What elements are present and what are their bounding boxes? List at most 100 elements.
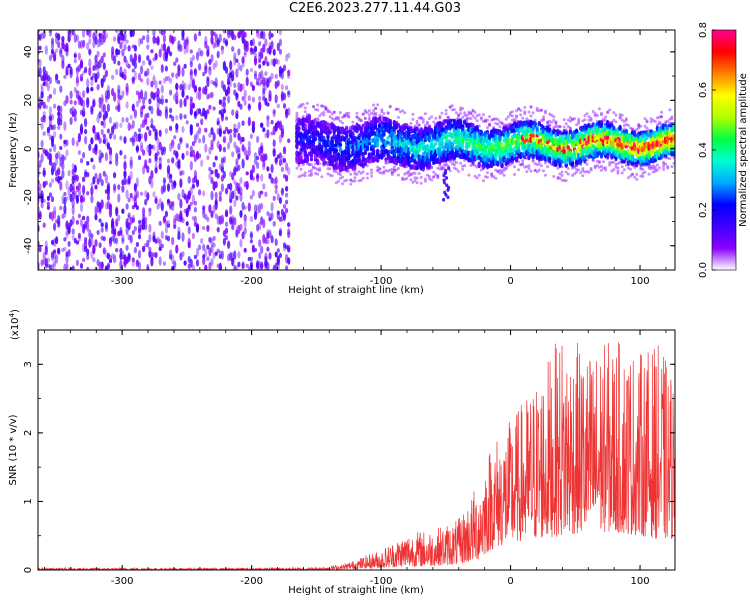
spectrogram-cell	[432, 175, 436, 179]
spectrogram-cell	[131, 257, 135, 263]
spectrogram-cell	[158, 109, 162, 117]
spectrogram-cell	[198, 189, 202, 196]
spectrogram-cell	[108, 208, 113, 218]
spectrogram-cell	[378, 116, 382, 122]
spectrogram-cell	[206, 76, 210, 82]
spectrogram-cell	[396, 173, 400, 177]
spectrogram-cell	[428, 175, 431, 178]
spectrogram-cell	[108, 160, 113, 165]
spectrogram-cell	[363, 109, 367, 112]
spectrogram-cell	[355, 115, 359, 119]
spectrogram-cell	[376, 103, 380, 107]
spectrogram-cell	[82, 152, 86, 159]
spectrogram-cell	[233, 56, 237, 66]
spectrogram-cell	[600, 113, 603, 117]
spectrogram-cell	[92, 99, 96, 108]
spectrogram-cell	[235, 110, 239, 116]
spectrogram-cell	[316, 117, 320, 122]
spectrogram-cell	[94, 184, 98, 190]
spectrogram-cell	[179, 178, 183, 188]
spectrogram-cell	[106, 128, 110, 134]
spectrogram-cell	[166, 220, 171, 226]
spectrogram-cell	[125, 189, 129, 199]
spectrogram-cell	[521, 159, 525, 163]
spectrogram-cell	[463, 164, 467, 168]
spectrogram-cell	[63, 204, 67, 215]
spectrogram-cell	[127, 175, 131, 184]
spectrogram-cell	[181, 88, 185, 98]
spectrogram-cell	[142, 104, 146, 110]
spectrogram-cell	[135, 205, 139, 211]
spectrogram-cell	[160, 243, 164, 249]
spectrogram-cell	[264, 56, 268, 64]
spectrogram-cell	[75, 219, 79, 225]
spectrogram-cell	[53, 130, 57, 138]
spectrogram-cell	[237, 164, 241, 171]
spectrogram-cell	[156, 87, 160, 97]
spectrogram-cell	[48, 76, 53, 85]
spectrogram-cell	[113, 134, 117, 140]
spectrogram-cell	[169, 249, 173, 259]
spectrogram-cell	[137, 261, 142, 270]
spectrogram-cell	[67, 30, 71, 35]
spectrogram-cell	[171, 72, 175, 78]
spectrogram-cell	[171, 265, 175, 270]
spectrogram-cell	[191, 54, 195, 61]
spectrogram-cell	[98, 242, 102, 249]
spectrogram-cell	[285, 162, 289, 172]
spectrogram-cell	[338, 119, 342, 123]
spectrogram-cell	[90, 237, 94, 247]
spectrogram-cell	[195, 122, 200, 128]
spectrogram-cell	[341, 182, 344, 186]
spectrogram-cell	[216, 120, 220, 126]
spectrogram-cell	[67, 240, 71, 247]
spectrogram-cell	[320, 175, 324, 179]
spectrogram-cell	[328, 110, 332, 114]
spectrogram-cell	[243, 52, 247, 58]
spectrogram-cell	[214, 251, 218, 256]
spectrogram-cell	[539, 164, 543, 168]
spectrogram-cell	[100, 55, 104, 64]
spectrogram-cell	[96, 230, 100, 235]
spectrogram-cell	[365, 147, 370, 152]
spectrogram-cell	[160, 203, 164, 212]
spectrogram-cell	[220, 183, 224, 193]
spectrogram-cell	[181, 36, 185, 41]
spectrogram-cell	[86, 248, 90, 257]
spectrogram-cell	[233, 123, 237, 130]
spectrogram-cell	[181, 84, 185, 90]
spectrogram-cell	[171, 236, 175, 246]
spectrogram-cell	[334, 170, 338, 174]
spectrogram-cell	[326, 167, 330, 171]
spectrogram-cell	[113, 36, 117, 42]
spectrogram-cell	[154, 167, 158, 174]
spectrogram-cell	[204, 35, 208, 45]
spectrogram-cell	[419, 181, 423, 185]
spectrogram-cell	[616, 171, 620, 175]
spectrogram-cell	[88, 143, 92, 152]
spectrogram-cell	[140, 145, 144, 152]
spectrogram-cell	[568, 126, 572, 130]
spectrogram-cell	[148, 148, 152, 157]
spectrogram-cell	[175, 150, 179, 159]
spectrogram-cell	[330, 174, 334, 178]
spectrogram-cell	[229, 182, 233, 191]
spectrogram-cell	[270, 40, 274, 50]
spectrogram-cell	[102, 138, 106, 144]
spectrogram-cell	[202, 205, 206, 211]
spectrogram-cell	[235, 145, 239, 154]
spectrogram-cell	[183, 114, 187, 119]
spectrogram-cell	[117, 49, 121, 55]
spectrogram-cell	[622, 168, 626, 172]
spectrogram-cell	[79, 202, 84, 213]
spectrogram-cell	[210, 35, 214, 45]
spectrogram-cell	[280, 188, 284, 197]
spectrogram-cell	[154, 131, 158, 141]
spectrogram-cell	[61, 35, 65, 43]
spectrogram-cell	[444, 108, 448, 112]
spectrogram-cell	[202, 190, 206, 197]
spectrogram-cell	[235, 113, 239, 120]
spectrogram-cell	[233, 141, 237, 149]
spectrogram-cell	[84, 135, 88, 145]
spectrogram-cell	[552, 175, 556, 178]
